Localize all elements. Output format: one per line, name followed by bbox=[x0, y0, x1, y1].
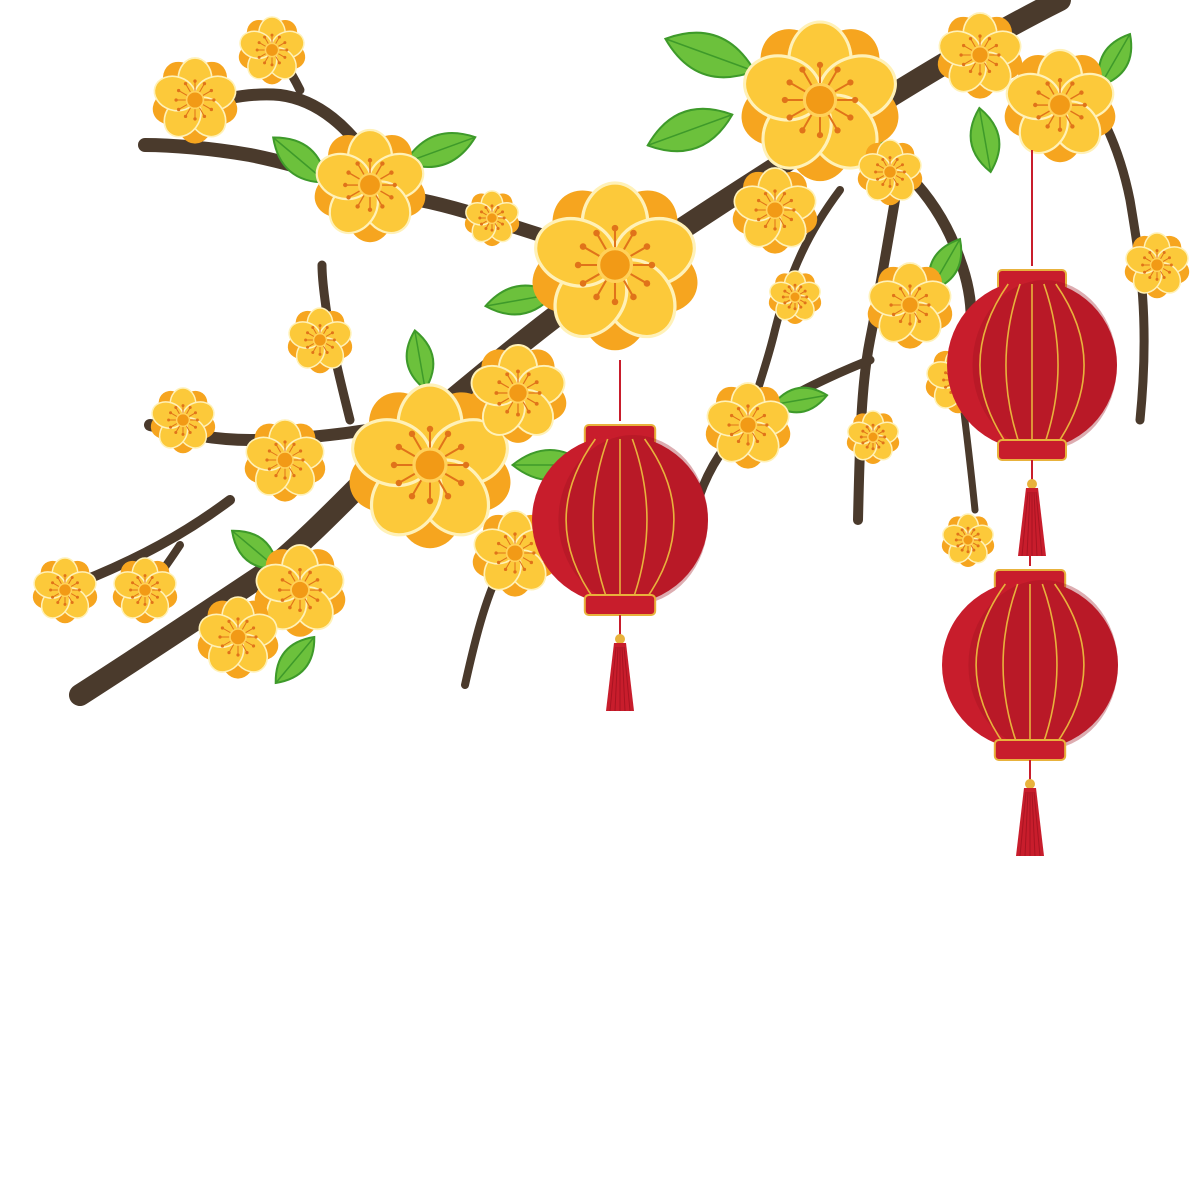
blossom-icon bbox=[314, 128, 426, 243]
blossom-icon bbox=[732, 167, 818, 254]
leaf-icon bbox=[405, 328, 435, 392]
leaf-icon bbox=[969, 106, 1001, 174]
tassel-icon bbox=[1016, 788, 1044, 857]
blossom-icon bbox=[1124, 232, 1190, 299]
blossom-icon bbox=[768, 270, 822, 325]
blossom-icon bbox=[937, 12, 1023, 99]
lantern-icon bbox=[942, 555, 1118, 857]
tassel-icon bbox=[1018, 488, 1046, 557]
blossom-icon bbox=[464, 190, 520, 247]
tassel-icon bbox=[606, 643, 634, 712]
blossom-icon bbox=[857, 139, 923, 206]
blossom-icon bbox=[741, 20, 899, 182]
blossom-icon bbox=[197, 596, 279, 679]
lantern-icon bbox=[947, 150, 1117, 557]
blossom-icon bbox=[244, 419, 326, 502]
lantern-group bbox=[532, 150, 1118, 857]
blossom-icon bbox=[469, 344, 567, 443]
blossom-icon bbox=[287, 307, 353, 374]
blossom-icon bbox=[150, 387, 216, 454]
blossom-icon bbox=[846, 410, 900, 465]
lantern-icon bbox=[532, 360, 708, 712]
blossom-icon bbox=[867, 262, 953, 349]
blossom-icon bbox=[705, 382, 791, 469]
leaf-icon bbox=[663, 31, 757, 79]
blossom-icon bbox=[349, 383, 511, 549]
blossom-icon bbox=[532, 181, 698, 351]
blossom-group bbox=[32, 12, 1190, 679]
blossom-icon bbox=[941, 513, 995, 568]
leaf-icon bbox=[274, 635, 316, 685]
blossom-icon bbox=[32, 557, 98, 624]
leaf-icon bbox=[771, 386, 829, 414]
blossom-icon bbox=[238, 16, 306, 85]
leaf-icon bbox=[646, 107, 734, 153]
blossom-icon bbox=[1004, 48, 1116, 163]
blossom-icon bbox=[254, 544, 346, 637]
blossom-icon bbox=[112, 557, 178, 624]
blossom-icon bbox=[152, 57, 238, 144]
